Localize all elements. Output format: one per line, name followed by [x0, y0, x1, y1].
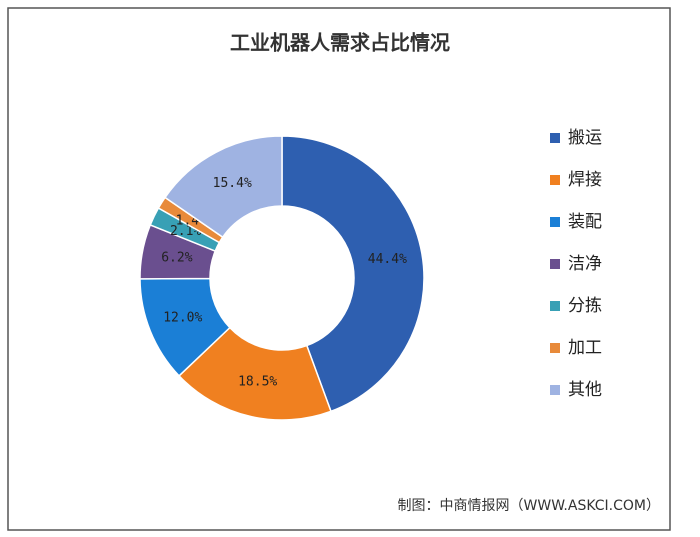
legend-swatch — [550, 259, 560, 269]
legend-swatch — [550, 385, 560, 395]
legend-swatch — [550, 217, 560, 227]
source: 制图：中商情报网（WWW.ASKCI.COM） — [398, 498, 660, 514]
legend-label: 搬运 — [568, 128, 602, 148]
donut-slice — [281, 135, 425, 413]
legend-label: 洁净 — [568, 254, 602, 274]
legend-label: 分拣 — [568, 296, 602, 316]
legend-label: 其他 — [568, 380, 602, 400]
legend-label: 装配 — [568, 212, 602, 232]
chart-title: 工业机器人需求占比情况 — [230, 31, 450, 55]
donut-slice — [164, 135, 283, 239]
data-label: 15.4% — [213, 176, 252, 191]
legend-label: 焊接 — [568, 170, 602, 190]
data-label: 6.2% — [161, 250, 192, 265]
legend-label: 加工 — [568, 338, 602, 358]
data-label: 44.4% — [368, 252, 407, 267]
legend-swatch — [550, 343, 560, 353]
donut-slice — [178, 326, 332, 421]
data-label: 12.0% — [163, 311, 202, 326]
legend-swatch — [550, 175, 560, 185]
legend-swatch — [550, 301, 560, 311]
data-label: 18.5% — [238, 375, 277, 390]
legend-swatch — [550, 133, 560, 143]
